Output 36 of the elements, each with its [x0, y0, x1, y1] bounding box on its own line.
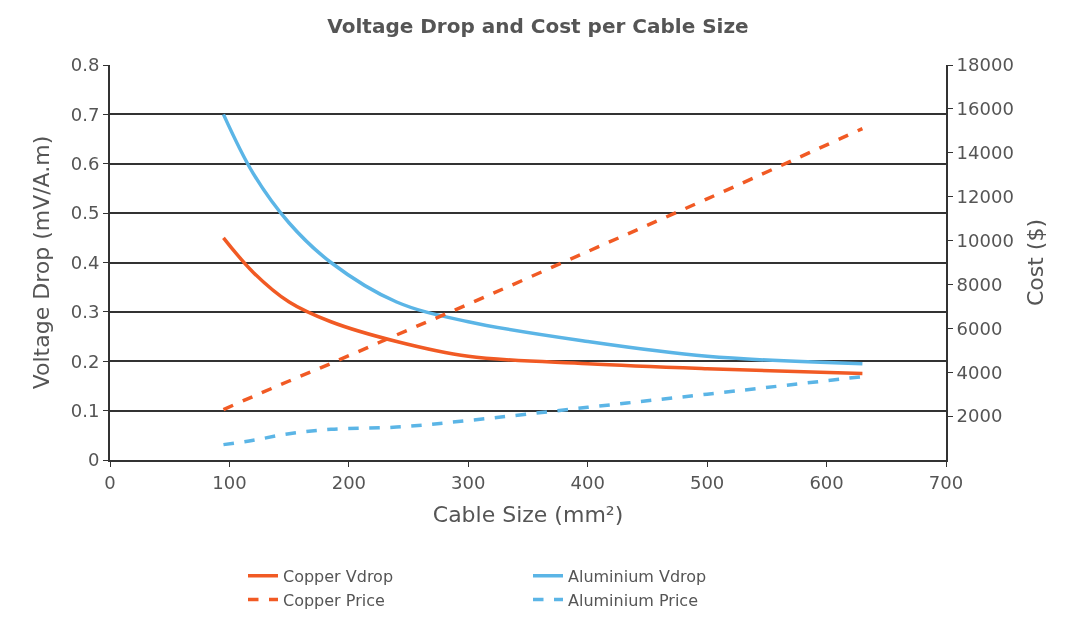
- y-tick-label: 0.1: [70, 399, 100, 421]
- line-series: [221, 112, 865, 366]
- x-tick-label: 0: [104, 471, 116, 493]
- y-tick-label: 0.4: [70, 251, 100, 273]
- legend-label: Copper Vdrop: [283, 566, 394, 586]
- y-tick-label: 0.6: [70, 153, 100, 175]
- legend-label: Aluminium Vdrop: [568, 566, 707, 586]
- y-tick-label: 0.7: [70, 103, 100, 125]
- x-tick-label: 700: [928, 471, 964, 493]
- x-tick-label: 100: [212, 471, 247, 493]
- x-axis-title: Cable Size (mm²): [432, 502, 624, 527]
- legend-label: Aluminium Price: [568, 590, 698, 610]
- y2-tick-label: 8000: [956, 273, 1003, 295]
- x-tick-label: 600: [809, 471, 844, 493]
- y2-tick-label: 10000: [956, 229, 1014, 251]
- y2-tick-label: 18000: [956, 54, 1014, 76]
- y2-tick-label: 12000: [956, 185, 1014, 207]
- y-tick-label: 0.8: [70, 54, 100, 76]
- line-series: [221, 126, 865, 412]
- y2-tick-label: 2000: [956, 405, 1003, 427]
- chart-title: Voltage Drop and Cost per Cable Size: [327, 13, 749, 38]
- y2-tick-label: 4000: [956, 361, 1003, 383]
- x-tick-label: 300: [451, 471, 486, 493]
- y-axis-title: Voltage Drop (mV/A.m): [29, 135, 55, 390]
- y-tick-label: 0.2: [70, 350, 100, 372]
- x-tick-label: 200: [331, 471, 367, 493]
- y2-tick-label: 6000: [956, 317, 1003, 339]
- y2-tick-label: 14000: [956, 142, 1014, 164]
- y-tick-label: 0: [87, 449, 100, 471]
- legend-label: Copper Price: [283, 590, 385, 610]
- y2-tick-label: 16000: [956, 98, 1014, 120]
- x-tick-label: 400: [570, 471, 605, 493]
- y2-axis-title: Cost ($): [1023, 218, 1049, 307]
- x-tick-label: 500: [689, 471, 725, 493]
- y-tick-label: 0.5: [70, 202, 100, 224]
- y-tick-label: 0.3: [70, 301, 100, 323]
